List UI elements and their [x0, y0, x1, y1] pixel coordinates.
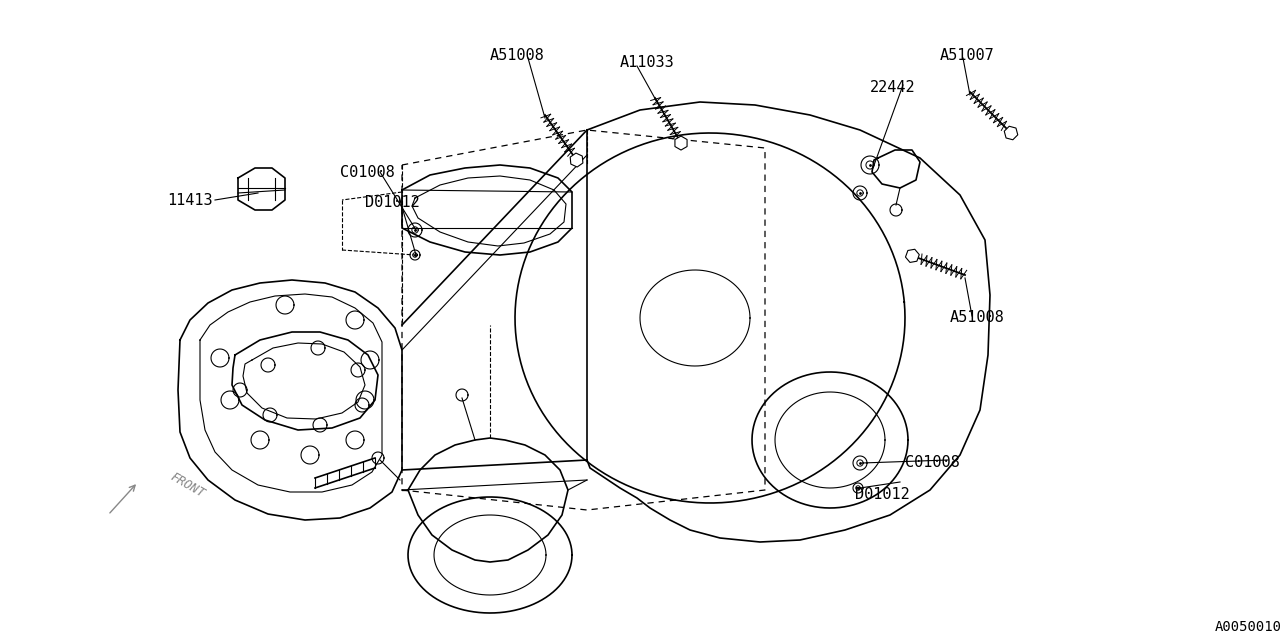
- Text: 22442: 22442: [870, 80, 915, 95]
- Polygon shape: [905, 249, 919, 262]
- Text: 11413: 11413: [166, 193, 212, 208]
- Polygon shape: [675, 136, 687, 150]
- Text: A51008: A51008: [490, 48, 545, 63]
- Polygon shape: [570, 153, 582, 167]
- Polygon shape: [1005, 126, 1018, 140]
- Text: A005001054: A005001054: [1215, 620, 1280, 634]
- Text: A51008: A51008: [950, 310, 1005, 325]
- Text: A51007: A51007: [940, 48, 995, 63]
- Text: A11033: A11033: [620, 55, 675, 70]
- Text: D01012: D01012: [855, 487, 910, 502]
- Text: C01008: C01008: [340, 165, 394, 180]
- Text: FRONT: FRONT: [168, 470, 207, 500]
- Text: C01008: C01008: [905, 455, 960, 470]
- Text: D01012: D01012: [365, 195, 420, 210]
